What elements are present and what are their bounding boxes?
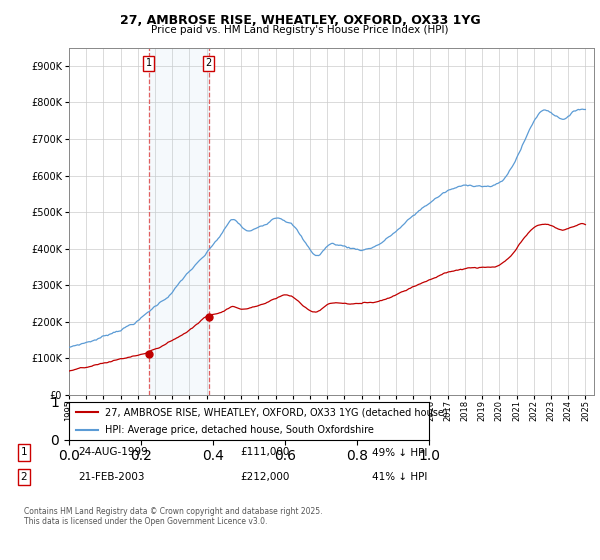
Text: 24-AUG-1999: 24-AUG-1999 (78, 447, 148, 458)
Text: 1: 1 (146, 58, 152, 68)
Text: HPI: Average price, detached house, South Oxfordshire: HPI: Average price, detached house, Sout… (105, 425, 374, 435)
Text: 27, AMBROSE RISE, WHEATLEY, OXFORD, OX33 1YG: 27, AMBROSE RISE, WHEATLEY, OXFORD, OX33… (119, 14, 481, 27)
Text: Price paid vs. HM Land Registry's House Price Index (HPI): Price paid vs. HM Land Registry's House … (151, 25, 449, 35)
Text: 27, AMBROSE RISE, WHEATLEY, OXFORD, OX33 1YG (detached house): 27, AMBROSE RISE, WHEATLEY, OXFORD, OX33… (105, 407, 448, 417)
Text: 49% ↓ HPI: 49% ↓ HPI (372, 447, 427, 458)
Bar (149, 48, 209, 395)
Text: £212,000: £212,000 (240, 472, 289, 482)
Text: Contains HM Land Registry data © Crown copyright and database right 2025.
This d: Contains HM Land Registry data © Crown c… (24, 507, 323, 526)
Text: 2: 2 (206, 58, 212, 68)
Text: 21-FEB-2003: 21-FEB-2003 (78, 472, 145, 482)
Text: 2: 2 (20, 472, 28, 482)
Text: £111,000: £111,000 (240, 447, 289, 458)
Text: 41% ↓ HPI: 41% ↓ HPI (372, 472, 427, 482)
Text: 1: 1 (20, 447, 28, 458)
